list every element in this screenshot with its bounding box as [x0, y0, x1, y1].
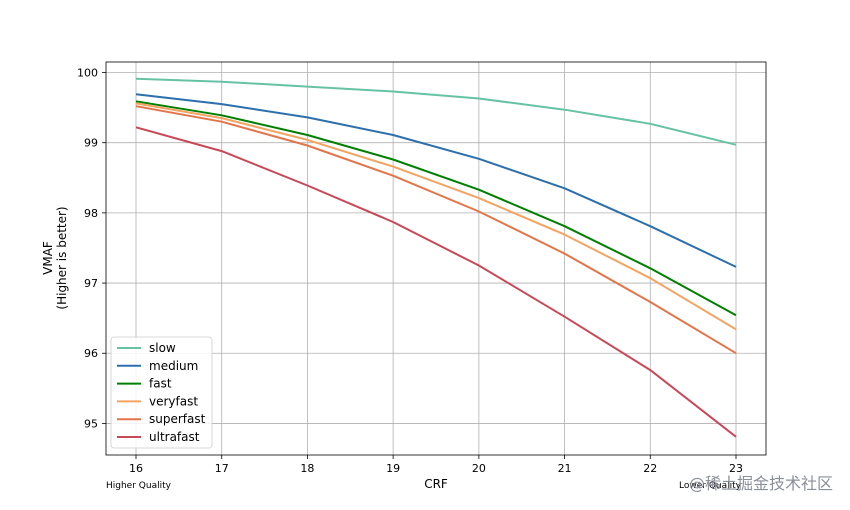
- legend-box: [110, 336, 213, 449]
- y-tick-label: 96: [84, 347, 98, 360]
- lower-quality-note: Lower Quality: [679, 481, 742, 491]
- legend-label-veryfast: veryfast: [149, 394, 198, 408]
- higher-quality-note: Higher Quality: [106, 481, 172, 491]
- axis-ticks: 16 17 18 19 20 21 22 23 95 96 97 98 99 100: [77, 67, 743, 475]
- y-tick-label: 100: [77, 67, 98, 80]
- x-axis-title: CRF: [424, 477, 448, 491]
- series-line-medium: [135, 93, 737, 268]
- y-axis-title-line-1: VMAF: [41, 241, 55, 275]
- series-line-superfast: [135, 105, 737, 355]
- x-tick-label: 18: [300, 462, 314, 475]
- x-tick-label: 19: [386, 462, 400, 475]
- series-line-slow: [135, 77, 737, 146]
- legend-label-slow: slow: [149, 341, 176, 355]
- x-tick-label: 17: [215, 462, 229, 475]
- legend-label-medium: medium: [149, 359, 198, 373]
- series-line-ultrafast: [135, 126, 737, 438]
- y-tick-label: 99: [84, 137, 98, 150]
- y-axis-title: VMAF (Higher is better): [41, 206, 69, 309]
- legend-label-fast: fast: [149, 377, 172, 391]
- x-tick-label: 23: [729, 462, 743, 475]
- series-line-fast: [135, 100, 737, 317]
- watermark: @稀土掘金技术社区: [689, 474, 833, 493]
- series-layer: [135, 77, 737, 438]
- legend-label-ultrafast: ultrafast: [149, 430, 200, 444]
- x-tick-label: 16: [129, 462, 143, 475]
- x-tick-label: 21: [558, 462, 572, 475]
- plot-frame: [105, 61, 767, 456]
- y-tick-label: 95: [84, 417, 98, 430]
- series-line-veryfast: [135, 102, 737, 331]
- grid-lines: [106, 62, 766, 455]
- y-axis-title-line-2: (Higher is better): [55, 206, 69, 309]
- x-tick-label: 20: [472, 462, 486, 475]
- legend: slow medium fast veryfast superfast ultrafast: [110, 336, 213, 449]
- legend-label-superfast: superfast: [149, 412, 206, 426]
- y-tick-label: 98: [84, 207, 98, 220]
- x-tick-label: 22: [643, 462, 657, 475]
- y-tick-label: 97: [84, 277, 98, 290]
